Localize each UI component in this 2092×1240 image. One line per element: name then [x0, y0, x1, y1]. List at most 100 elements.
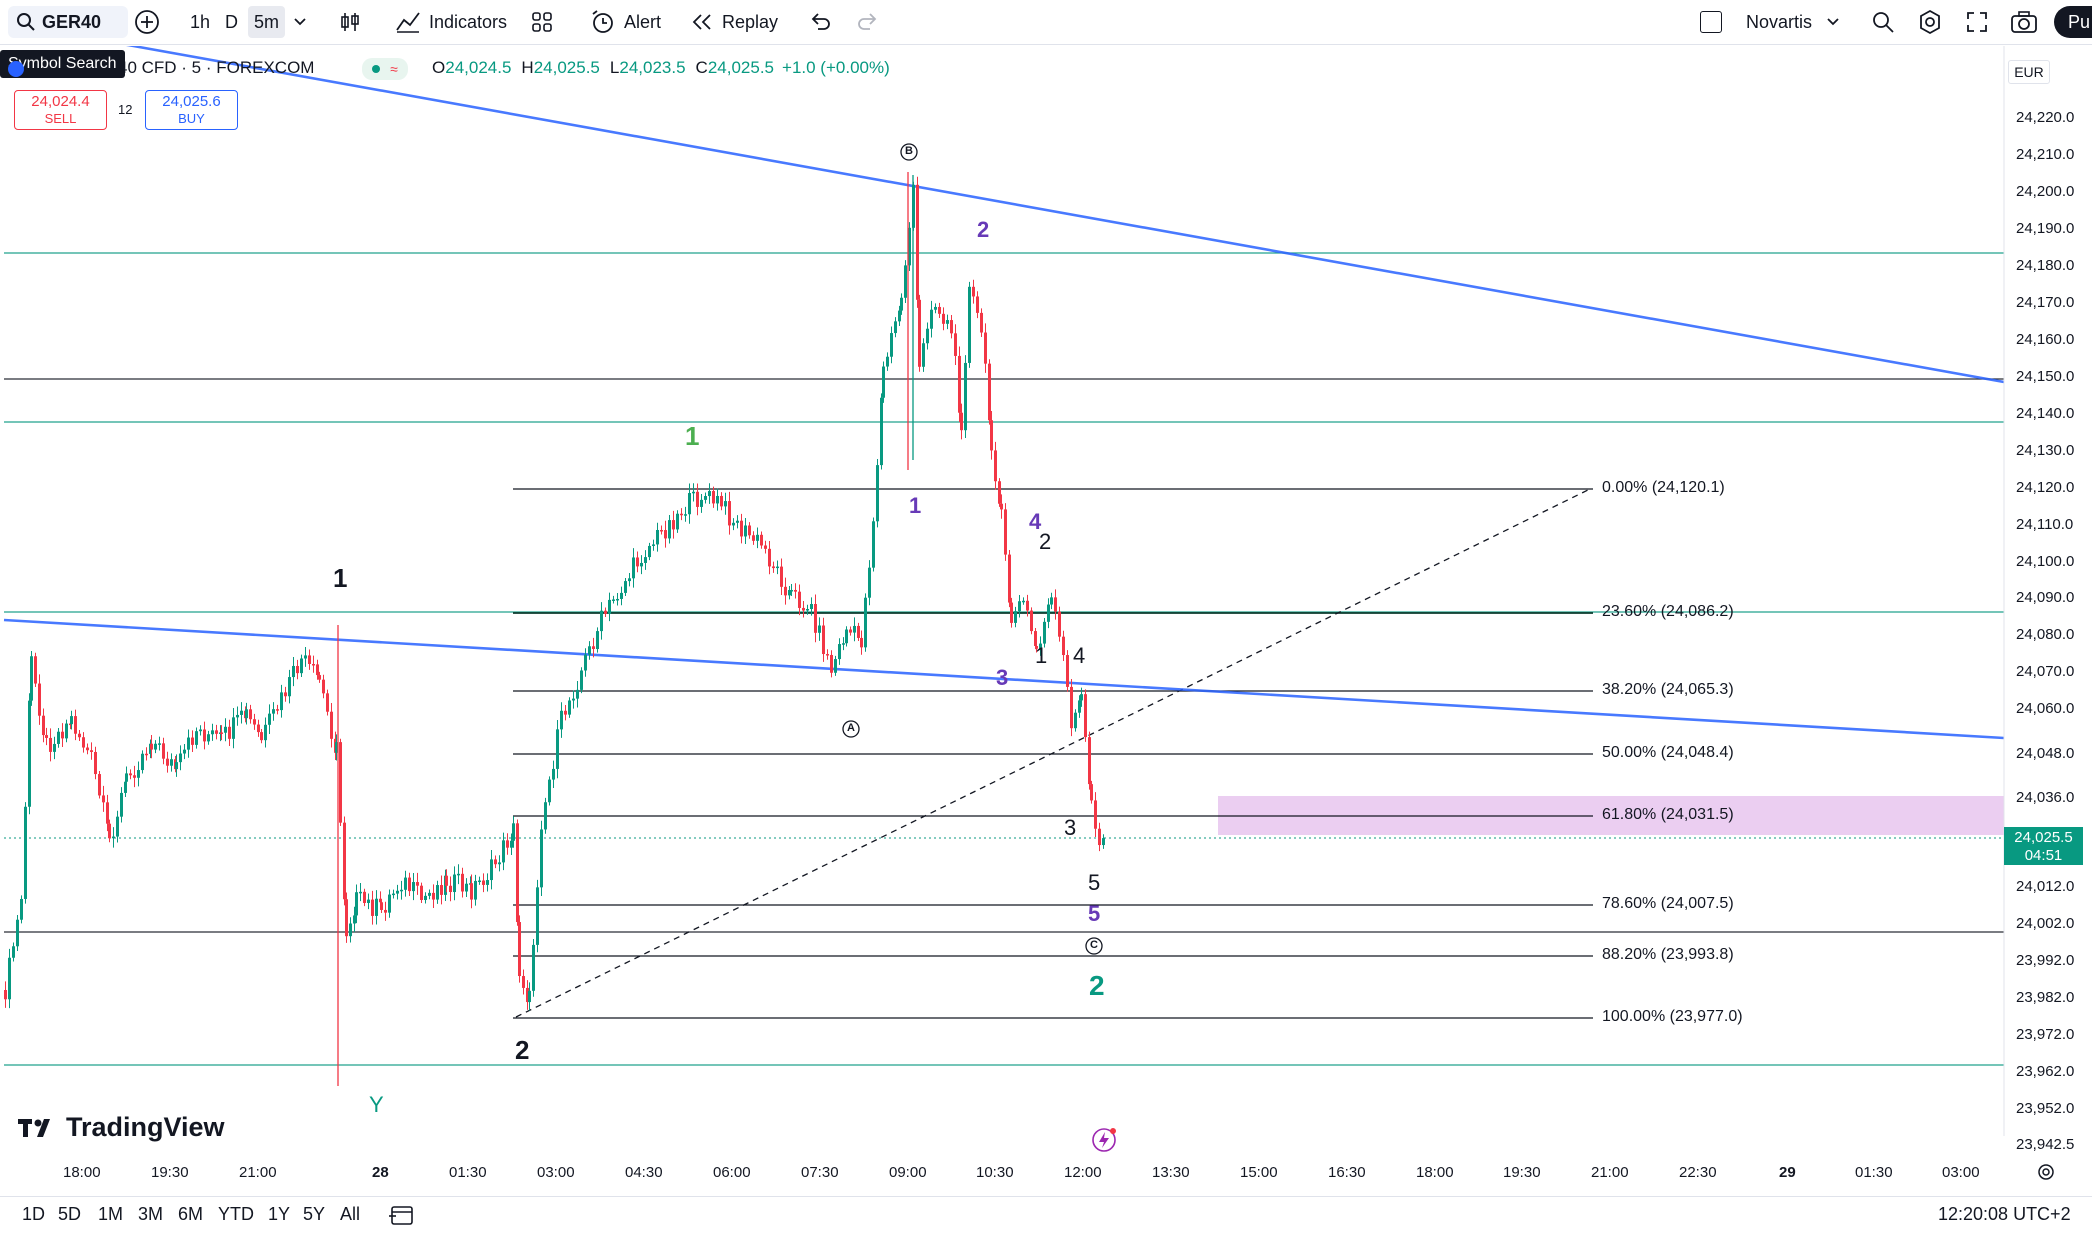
range-button-all[interactable]: All [340, 1204, 361, 1224]
symbol-search-button[interactable]: GER40 [8, 6, 128, 38]
range-button-1d[interactable]: 1D [22, 1204, 46, 1224]
range-button-5d[interactable]: 5D [58, 1204, 82, 1224]
sell-button[interactable]: 24,024.4 SELL [14, 90, 107, 130]
ohlc-o-label: O [432, 58, 446, 77]
candle-body [652, 544, 655, 546]
watchlist-selector[interactable]: Novartis [1700, 6, 1840, 38]
candle-body [74, 716, 77, 734]
grid-icon [532, 12, 552, 32]
snapshot-button[interactable] [2010, 6, 2038, 38]
layouts-button[interactable] [530, 6, 554, 38]
price-chart[interactable] [0, 46, 2092, 1136]
publish-button[interactable]: Pu [2054, 6, 2092, 38]
time-axis-label: 18:00 [1416, 1164, 1454, 1181]
alert-button[interactable]: Alert [590, 6, 661, 38]
alarm-clock-icon [592, 10, 613, 33]
instrument-title[interactable]: 40 CFD · 5 · FOREXCOM [118, 58, 315, 77]
horizontal-lines [4, 252, 2004, 1066]
wave-small-2: 2 [1039, 529, 1052, 554]
candle-body [588, 646, 591, 655]
settings-button[interactable] [1917, 6, 1943, 38]
candle-body [1030, 610, 1033, 632]
candle-body [379, 898, 382, 903]
candle-body [608, 599, 611, 614]
undo-button[interactable] [808, 6, 832, 38]
candle-body [790, 589, 793, 592]
goto-date-button[interactable] [388, 1202, 416, 1233]
candle-body [367, 899, 370, 903]
chart-type-button[interactable] [338, 6, 362, 38]
auto-scale-button[interactable] [2036, 1162, 2056, 1187]
range-button-1y[interactable]: 1Y [268, 1204, 291, 1224]
candle-body [308, 655, 311, 664]
quick-search-button[interactable] [1870, 6, 1896, 38]
candle-body [478, 880, 481, 883]
candle-body [954, 333, 957, 356]
clock[interactable]: 12:20:08 UTC+2 [1938, 1204, 2071, 1224]
currency-selector[interactable]: EUR [2008, 60, 2050, 84]
candle-body [1010, 602, 1013, 623]
candle-body [191, 737, 194, 745]
undo-icon [811, 13, 830, 30]
chevron-down-icon [1827, 18, 1839, 26]
time-axis-label: 03:00 [1942, 1164, 1980, 1181]
range-button-5y[interactable]: 5Y [303, 1204, 326, 1224]
events-button[interactable] [1090, 1126, 1118, 1159]
range-button-ytd[interactable]: YTD [218, 1204, 254, 1224]
candle-body [794, 589, 797, 592]
interval-1h[interactable]: 1h [190, 11, 211, 32]
symbol-logo [8, 61, 24, 77]
candle-body [864, 597, 867, 648]
interval-d[interactable]: D [225, 11, 238, 32]
time-axis-label: 01:30 [449, 1164, 487, 1181]
candle-body [950, 320, 953, 334]
candle-body [34, 656, 37, 684]
fullscreen-button[interactable] [1965, 6, 1989, 38]
tradingview-logo[interactable]: TradingView [18, 1112, 225, 1143]
buy-button[interactable]: 24,025.6 BUY [145, 90, 238, 130]
candle-body [224, 726, 227, 733]
candle-body [845, 629, 848, 644]
candle-body [38, 683, 41, 716]
upper-trendline[interactable] [100, 46, 2005, 384]
candle-body [207, 734, 210, 742]
market-status-badge[interactable]: ≈ [362, 58, 408, 80]
candle-body [412, 882, 415, 892]
range-button-6m[interactable]: 6M [178, 1204, 204, 1224]
fib-retracement-lines [513, 488, 1593, 1019]
candle-body [592, 646, 595, 649]
range-button-3m[interactable]: 3M [138, 1204, 164, 1224]
candle-body [612, 599, 615, 601]
candle-body [512, 823, 515, 841]
wave-circle-b: B [905, 145, 913, 157]
price-axis-label: 24,080.0 [2016, 626, 2075, 643]
indicators-button[interactable]: Indicators [395, 6, 507, 38]
candle-body [916, 184, 919, 300]
candle-body [187, 737, 190, 750]
candle-body [988, 363, 991, 421]
candle-body [276, 709, 279, 711]
lower-trendline[interactable] [3, 618, 2005, 740]
range-button-1m[interactable]: 1M [98, 1204, 124, 1224]
redo-button[interactable] [856, 6, 880, 38]
wave-black-2: 2 [515, 1035, 530, 1065]
candle-body [474, 880, 477, 900]
candle-body [461, 873, 464, 892]
candle-body [345, 899, 348, 937]
price-axis-label: 24,012.0 [2016, 878, 2075, 895]
candle-body [780, 566, 783, 587]
candle-body [728, 501, 731, 526]
candle-body [930, 309, 933, 329]
candle-body [580, 670, 583, 690]
interval-5m[interactable]: 5m [248, 6, 286, 38]
interval-dropdown[interactable] [293, 6, 307, 38]
wave-circle-c: C [1090, 939, 1098, 951]
wave-green-2: 2 [1089, 970, 1105, 1001]
add-symbol-button[interactable] [134, 6, 160, 38]
wave-purple-2: 2 [977, 217, 990, 242]
bar-countdown: 04:51 [2024, 847, 2063, 864]
wave-purple-4: 4 [1029, 509, 1042, 534]
candle-body [810, 604, 813, 610]
candle-body [990, 420, 993, 451]
replay-button[interactable]: Replay [690, 6, 778, 38]
